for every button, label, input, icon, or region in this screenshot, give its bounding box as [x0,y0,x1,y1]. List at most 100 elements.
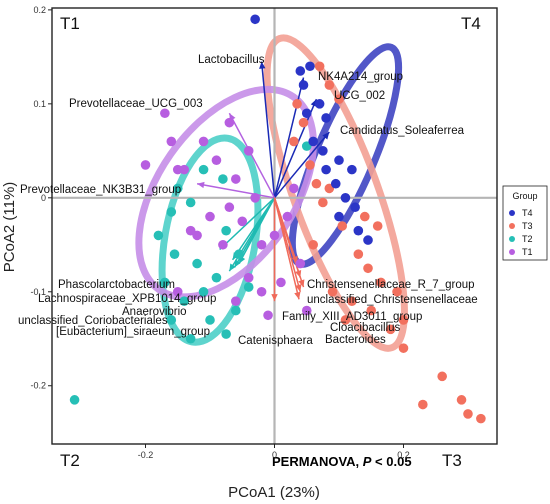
x-axis-ticks: -0.2 0 0.2 [138,444,410,460]
point-t3 [353,249,364,259]
point-t2 [211,272,222,283]
point-t3 [366,305,377,316]
point-t2 [221,225,231,236]
legend-marker-t1 [509,249,515,255]
point-t4 [301,108,312,119]
vector-label-phascolarctobacterium: Phascolarctobacterium [58,279,175,291]
point-t3 [476,413,486,424]
vector-prevotellaceae-nk3b31-group [196,181,275,199]
point-t4 [305,61,315,72]
vector-label-family-xiii-ad3011-group: Family_XIII_AD3011_group [282,311,422,323]
legend-label-t3: T3 [522,221,533,231]
point-t1 [224,117,235,128]
point-t2 [218,174,228,184]
x-tick-label: 0.2 [397,450,410,460]
vector-label-catenisphaera: Catenisphaera [238,335,313,347]
point-t4 [334,211,344,222]
point-t2 [198,164,209,175]
point-t4 [340,193,351,203]
y-tick-label: 0.2 [33,5,46,15]
vector-line [228,197,276,272]
point-t1 [231,296,241,306]
point-t1 [224,202,235,213]
permanova-annotation: PERMANOVA, P < 0.05 [272,454,412,469]
vector-label-christensenellaceae-r-7-group: Christensenellaceae_R_7_group [307,279,475,291]
vector-bacteroides [273,197,301,300]
point-t1 [269,230,280,241]
vector-label-bacteroides: Bacteroides [325,334,386,346]
point-t1 [185,225,196,236]
point-t4 [250,14,260,25]
point-t1 [205,211,215,222]
legend-box [502,185,548,261]
point-t3 [359,211,370,222]
vector-label-nk4a214-group: NK4A214_group [318,71,403,83]
point-t3 [308,239,318,250]
point-t3 [311,178,322,189]
point-t2 [205,315,215,325]
vector-arrowhead [294,291,301,300]
legend-label-t1: T1 [522,247,533,257]
point-t2 [185,333,196,344]
point-t1 [166,136,177,147]
point-t1 [250,193,260,203]
point-t1 [211,155,222,166]
vector-arrowhead [197,181,205,189]
point-t2 [234,249,244,259]
vector-line [273,77,305,198]
point-t2 [169,249,180,259]
point-t1 [172,286,183,297]
point-t3 [456,395,467,405]
point-t2 [160,277,170,288]
point-t3 [398,315,409,325]
legend-label-t2: T2 [522,234,533,244]
point-t2 [231,305,241,316]
point-t3 [398,343,409,353]
point-t3 [363,263,373,274]
vector-labels: Lactobacillus NK4A214_group UCG_002 Candida… [18,54,478,347]
point-t3 [289,136,299,147]
vector-arrowhead [229,263,236,272]
y-tick-label: 0 [41,193,46,203]
point-t4 [353,225,364,236]
legend: Group T4 T3 T2 T1 [502,185,548,261]
permanova-suffix: < 0.05 [371,454,411,469]
point-t3 [318,197,328,208]
quadrant-label-top-right: T4 [461,14,481,33]
point-t4 [318,146,328,156]
vector-catenisphaera [271,197,278,302]
point-t1 [263,310,273,321]
point-t4 [347,164,357,175]
vector-label-anaerovibrio: Anaerovibrio [122,306,187,318]
vector-label-unclassified-coriobacteriales: unclassified_Coriobacteriales [18,315,168,327]
vector-line [260,61,276,198]
point-t2 [166,207,177,217]
point-t2 [192,258,202,269]
quadrant-label-bottom-right: T3 [442,451,462,470]
point-t2 [166,315,177,325]
point-t1 [172,164,183,175]
point-t3 [437,371,447,382]
sample-points [69,14,486,424]
vector-label-lactobacillus: Lactobacillus [198,54,265,66]
point-t1 [243,272,254,283]
vector-label-unclassified-christensenellaceae: unclassified_Christensenellaceae [307,294,478,306]
vector-label-lachnospiraceae-xpb1014-group: Lachnospiraceae_XPB1014_group [38,293,216,305]
vector-eubacterium-siraeum-group [228,197,276,272]
point-t1 [256,286,267,297]
vector-label-prevotellaceae-ucg-003: Prevotellaceae_UCG_003 [69,98,203,110]
vector-line [219,197,276,251]
point-t3 [463,409,473,419]
point-t4 [298,80,309,90]
legend-label-t4: T4 [522,208,533,218]
x-tick-label: -0.2 [138,450,154,460]
point-t1 [256,239,267,250]
point-t1 [282,211,293,222]
point-t2 [69,395,80,405]
point-t1 [237,216,248,227]
vector-label-prevotellaceae-nk3b31-group: Prevotellaceae_NK3B31_group [20,184,181,196]
vector-arrowhead [298,279,305,288]
point-t1 [160,108,170,119]
point-t4 [330,178,341,189]
